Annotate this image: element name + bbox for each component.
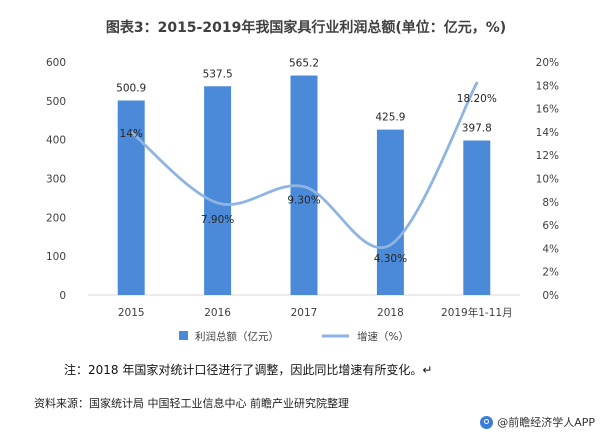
y-right-tick-label: 12% [536,150,559,162]
chart-title: 图表3：2015-2019年我国家具行业利润总额(单位：亿元，%) [106,19,506,36]
footnote: 注：2018 年国家对统计口径进行了调整，因此同比增速有所变化。↵ [64,363,433,377]
source-text: 资料来源：国家统计局 中国轻工业信息中心 前瞻产业研究院整理 [34,397,349,410]
growth-point-2017 [302,185,306,188]
growth-point-2016 [216,201,219,205]
growth-data-label: 14% [120,128,143,140]
bar-2019年1-11月 [463,140,491,295]
bar-data-label: 537.5 [203,68,233,80]
bar-data-label: 425.9 [375,112,405,124]
y-right-tick-label: 10% [536,174,559,186]
legend: 利润总额（亿元） 增速（%） [179,330,409,343]
y-right-tick-label: 2% [542,267,559,279]
growth-point-2015 [130,130,133,134]
x-category-label: 2018 [377,307,404,319]
bar-data-label: 397.8 [462,123,492,135]
y-left-tick-label: 0 [59,290,66,302]
x-category-label: 2017 [291,307,318,319]
plot-area: 0 100 200 300 400 500 600 0% 2% 4% 6% 8% 10% 12% 14% 16… [46,57,559,319]
y-left-tick-label: 600 [46,57,66,69]
y-right-tick-label: 16% [536,104,559,116]
y-left-tick-label: 300 [46,174,66,186]
brand-logo-icon [480,415,494,429]
bar-2018 [376,129,404,295]
brand-watermark: @前瞻经济学人APP [480,414,595,430]
legend-bar-label: 利润总额（亿元） [195,330,279,343]
y-right-tick-label: 4% [542,243,559,255]
y-left-tick-label: 100 [46,251,66,263]
y-right-tick-label: 14% [536,127,559,139]
x-category-label: 2019年1-11月 [441,306,513,319]
y-right-tick-label: 20% [536,57,559,69]
y-left-tick-label: 500 [46,96,66,108]
growth-data-label: 18.20% [457,93,497,105]
bar-2016 [204,86,232,295]
y-left-tick-label: 200 [46,212,66,224]
growth-data-label: 9.30% [287,195,320,207]
y-right-tick-label: 6% [542,220,559,232]
y-left-tick-label: 400 [46,135,66,147]
legend-line-label: 增速（%） [357,330,409,343]
y-right-tick-label: 0% [542,290,559,302]
brand-label: @前瞻经济学人APP [497,416,595,429]
x-category-label: 2015 [118,307,145,319]
y-right-tick-label: 18% [536,80,559,92]
y-right-tick-label: 8% [542,197,559,209]
growth-point-2018 [389,243,392,247]
bar-data-label: 565.2 [289,58,319,70]
growth-point-2019年1-11月 [475,81,478,85]
growth-data-label: 4.30% [374,253,407,265]
growth-rate-line [129,81,479,249]
x-category-label: 2016 [204,307,231,319]
legend-bar-swatch [179,331,188,340]
growth-data-label: 7.90% [201,214,234,226]
bar-data-label: 500.9 [116,82,146,94]
